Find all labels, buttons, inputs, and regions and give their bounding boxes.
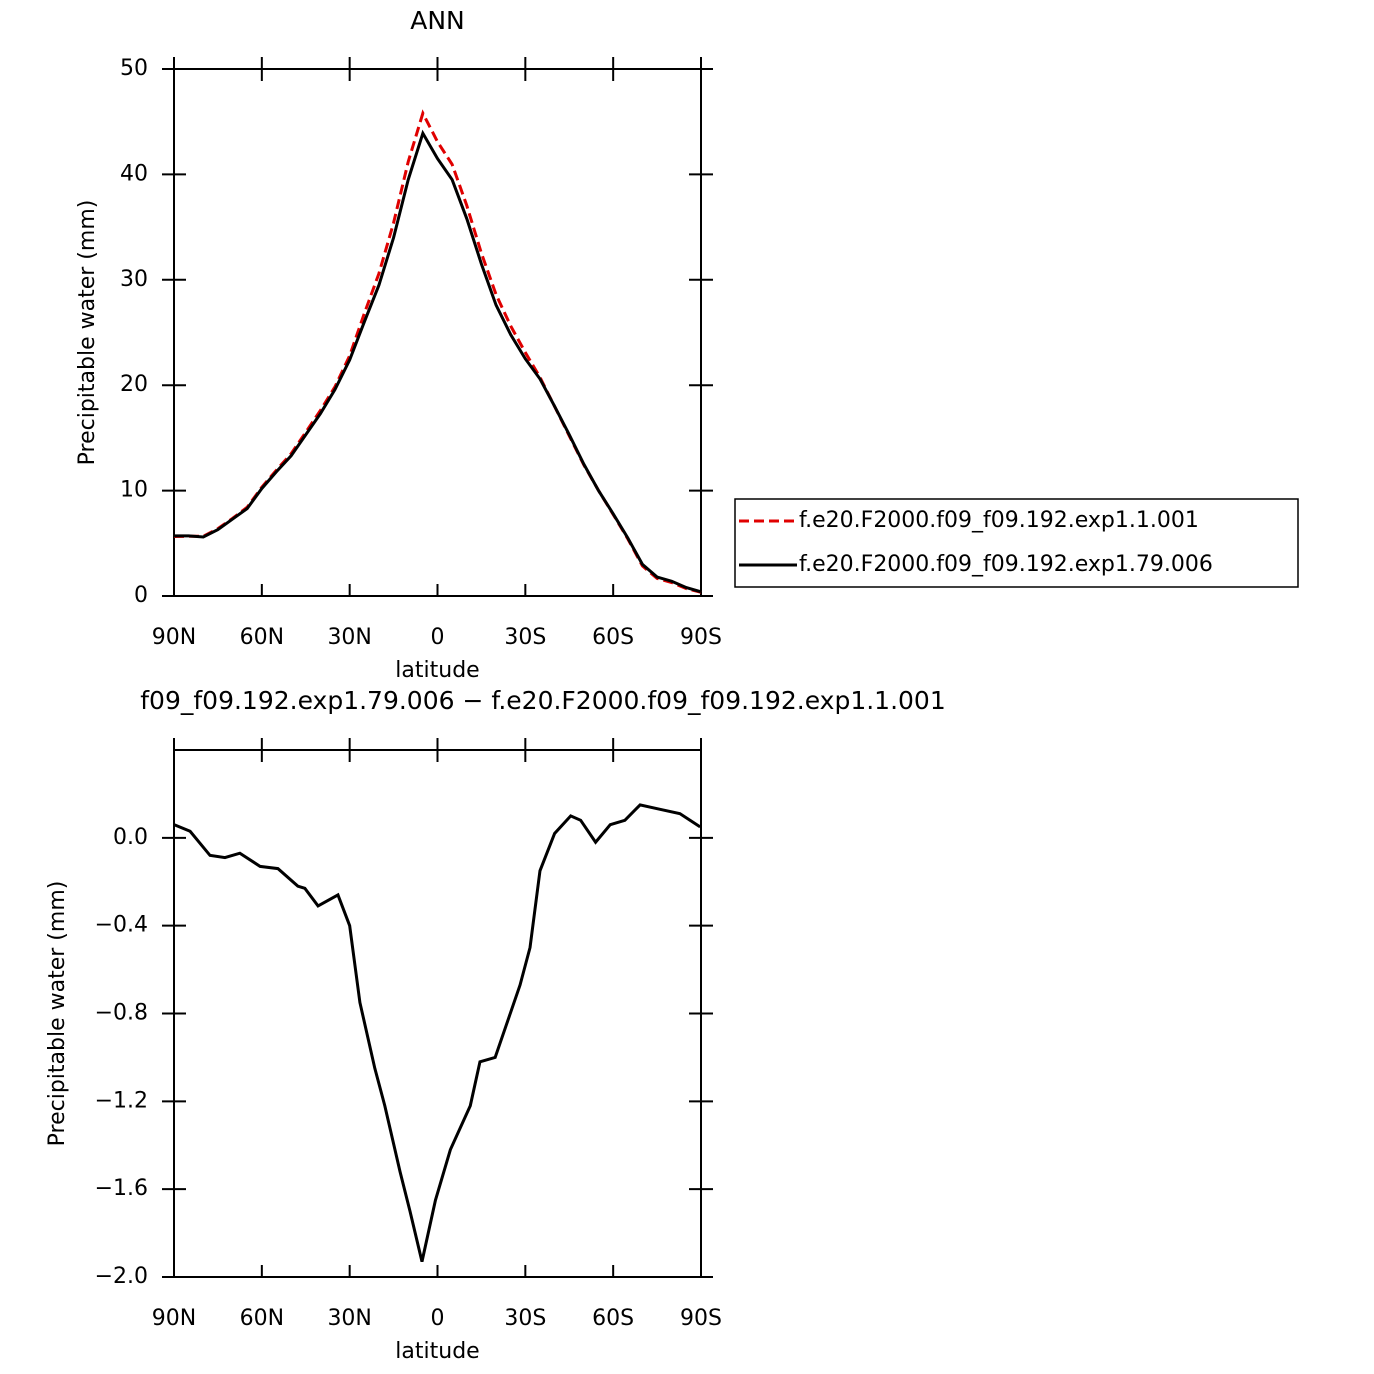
y-tick-label: −1.2 bbox=[95, 1088, 148, 1113]
y-tick-label: 0 bbox=[134, 583, 148, 608]
x-axis-label: latitude bbox=[395, 1339, 479, 1364]
y-tick-label: 50 bbox=[120, 56, 148, 81]
data-line bbox=[173, 109, 702, 594]
x-tick-label: 60N bbox=[240, 625, 284, 650]
x-tick-label: 90S bbox=[680, 1306, 722, 1331]
y-tick-label: 30 bbox=[120, 267, 148, 292]
data-line bbox=[173, 803, 701, 1262]
y-tick-label: 0.0 bbox=[113, 825, 148, 850]
legend-box bbox=[734, 498, 1299, 588]
legend-label: f.e20.F2000.f09_f09.192.exp1.1.001 bbox=[799, 508, 1199, 533]
x-tick-label: 30N bbox=[327, 625, 371, 650]
data-line bbox=[174, 129, 702, 594]
x-tick-label: 90N bbox=[152, 625, 196, 650]
x-tick-label: 60N bbox=[240, 1306, 284, 1331]
plot-frame bbox=[173, 68, 702, 597]
x-tick-label: 90S bbox=[680, 625, 722, 650]
y-tick-label: −1.6 bbox=[95, 1176, 148, 1201]
y-axis-label: Precipitable water (mm) bbox=[45, 881, 70, 1147]
y-axis-label: Precipitable water (mm) bbox=[75, 200, 100, 466]
legend-label: f.e20.F2000.f09_f09.192.exp1.79.006 bbox=[799, 552, 1213, 577]
x-tick-label: 60S bbox=[592, 1306, 634, 1331]
x-tick-label: 60S bbox=[592, 625, 634, 650]
x-tick-label: 0 bbox=[431, 1306, 445, 1331]
chart-title: ANN bbox=[410, 6, 465, 35]
x-tick-label: 0 bbox=[431, 625, 445, 650]
y-tick-label: 20 bbox=[120, 372, 148, 397]
x-tick-label: 30S bbox=[504, 1306, 546, 1331]
x-tick-label: 90N bbox=[152, 1306, 196, 1331]
x-axis-label: latitude bbox=[395, 658, 479, 683]
y-tick-label: 40 bbox=[120, 161, 148, 186]
y-tick-label: −0.4 bbox=[95, 913, 148, 938]
x-tick-label: 30S bbox=[504, 625, 546, 650]
y-tick-label: −2.0 bbox=[95, 1264, 148, 1289]
chart-title: f09_f09.192.exp1.79.006 − f.e20.F2000.f0… bbox=[140, 686, 946, 715]
y-tick-label: −0.8 bbox=[95, 1001, 148, 1026]
y-tick-label: 10 bbox=[120, 478, 148, 503]
x-tick-label: 30N bbox=[327, 1306, 371, 1331]
